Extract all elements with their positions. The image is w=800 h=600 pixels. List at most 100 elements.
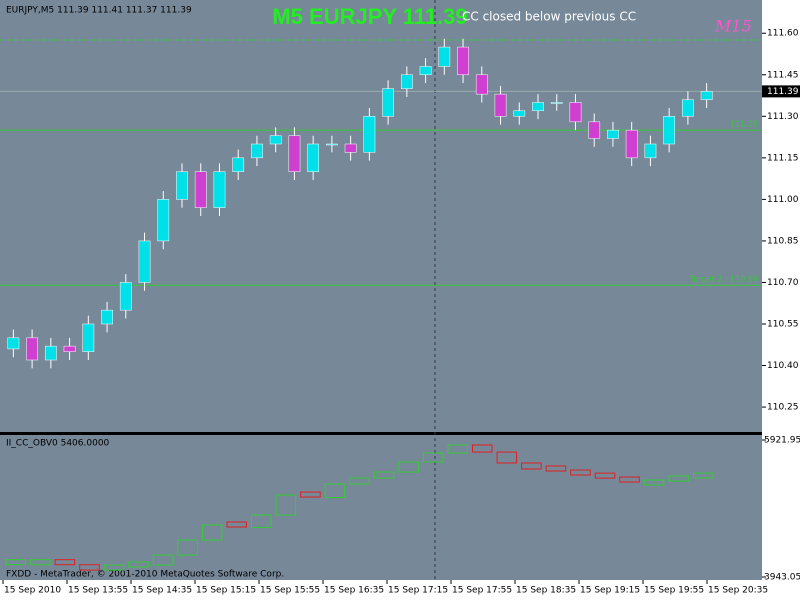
candle-body (82, 323, 95, 352)
candle-body (288, 135, 301, 172)
candle-body (176, 171, 188, 200)
candle-body (363, 116, 376, 153)
obv-brick (570, 469, 591, 476)
candle-body (232, 157, 245, 172)
candle-body (63, 345, 76, 352)
candle-body (194, 171, 207, 208)
timeframe-mark: M15 (714, 17, 752, 36)
x-tick-label: 15 Sep 19:55 (644, 586, 704, 596)
candle-body (625, 129, 638, 159)
candle-body (475, 74, 488, 95)
obv-brick (692, 472, 714, 479)
candle-body (663, 116, 676, 145)
price-axis (762, 0, 800, 600)
obv-brick (152, 554, 174, 566)
obv-brick (226, 521, 248, 528)
symbol-header: EURJPY,M5 111.39 111.41 111.37 111.39 (6, 6, 192, 16)
candle-body (569, 102, 582, 123)
y-tick-label: 111.15 (767, 153, 799, 163)
candle-body (494, 93, 507, 117)
candle-body (438, 46, 451, 67)
candle-body (44, 345, 57, 361)
x-tick-label: 15 Sep 14:35 (132, 586, 192, 596)
x-tick-label: 15 Sep 19:15 (580, 586, 640, 596)
x-tick-label: 15 Sep 15:55 (260, 586, 320, 596)
candle-body (400, 74, 413, 89)
candle-body (101, 309, 113, 325)
x-tick-label: 15 Sep 17:15 (388, 586, 448, 596)
time-axis (0, 580, 800, 600)
candle-body (532, 102, 544, 112)
indicator-title: II_CC_OBV0 5406.0000 (6, 439, 110, 449)
candle-body (157, 199, 170, 242)
obv-brick (447, 444, 468, 454)
y-tick-label: 110.55 (767, 320, 799, 330)
candle-body (119, 282, 132, 311)
chart-title: M5 EURJPY 111.39 (272, 4, 467, 29)
obv-brick (79, 564, 100, 571)
obv-brick (349, 477, 370, 485)
candle-body (251, 143, 263, 159)
obv-brick (177, 539, 198, 556)
x-tick-label: 15 Sep 17:55 (452, 586, 512, 596)
candle-body (457, 46, 469, 76)
obv-brick (201, 524, 223, 541)
candle-body (307, 143, 320, 172)
candle-body (344, 143, 357, 153)
obv-brick (373, 471, 395, 479)
level-label: Target 2 : 110.69 (689, 275, 758, 284)
y-tick-label: 110.70 (767, 278, 799, 288)
obv-brick (545, 465, 567, 472)
candle-body (700, 91, 713, 100)
obv-brick (300, 491, 321, 498)
y-tick-label: 111.00 (767, 195, 799, 205)
main-pane (0, 0, 762, 432)
obv-brick (275, 494, 297, 516)
candle-body (382, 88, 394, 117)
obv-brick (128, 561, 149, 568)
obv-brick (5, 559, 27, 566)
obv-brick (398, 461, 419, 473)
x-tick-label: 15 Sep 20:35 (708, 586, 768, 596)
y-tick-label: 110.85 (767, 236, 799, 246)
obv-brick (668, 475, 689, 482)
candle-body (326, 143, 338, 146)
candle-body (588, 121, 601, 139)
obv-brick (30, 559, 51, 566)
candle-body (26, 337, 38, 361)
obv-brick (619, 476, 640, 483)
y-tick-label: 110.25 (767, 403, 799, 413)
obv-brick (594, 472, 616, 479)
candle-body (269, 135, 282, 145)
x-tick-label: 15 Sep 16:35 (324, 586, 384, 596)
candle-body (607, 129, 619, 139)
obv-brick (103, 564, 125, 571)
current-price-box (762, 85, 800, 98)
footer: FXDD - MetaTrader, © 2001-2010 MetaQuote… (6, 570, 284, 580)
indicator-pane (0, 435, 762, 580)
y-tick-label: 111.45 (767, 70, 799, 80)
current-price-label: 111.39 (767, 87, 799, 97)
y-tick-label: 3943.05 (764, 573, 800, 583)
annotation: CC closed below previous CC (462, 10, 636, 24)
obv-brick (324, 483, 346, 499)
x-tick-label: 15 Sep 13:55 (68, 586, 128, 596)
candle-body (682, 99, 694, 117)
level-label: 111.25 (730, 120, 758, 129)
y-tick-label: 111.30 (767, 112, 799, 122)
candle-body (513, 110, 526, 117)
obv-brick (471, 444, 493, 453)
obv-brick (521, 462, 542, 470)
candle-body (138, 240, 151, 283)
y-tick-label: 111.60 (767, 29, 799, 39)
obv-brick (496, 451, 518, 464)
candle-body (644, 143, 657, 159)
x-tick-label: 15 Sep 18:35 (516, 586, 576, 596)
candle-body (7, 337, 20, 350)
obv-brick (251, 514, 272, 528)
candle-body (550, 102, 563, 104)
obv-brick (643, 479, 665, 486)
obv-brick (422, 452, 444, 463)
candle-body (213, 171, 226, 208)
